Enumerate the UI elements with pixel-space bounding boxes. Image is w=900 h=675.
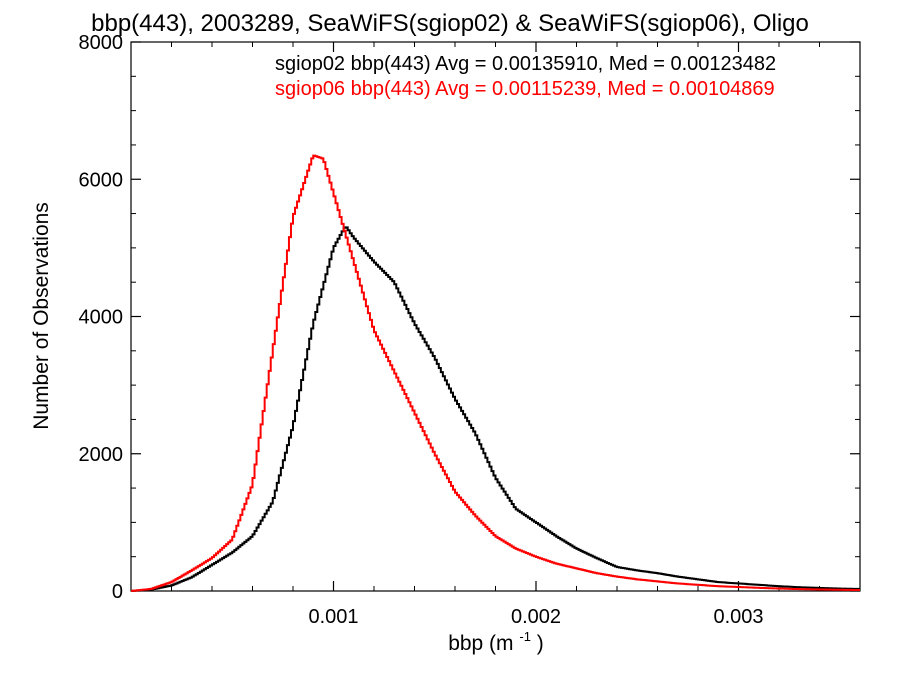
x-axis-label-sup: -1 [519,629,531,644]
series-layer [131,154,860,592]
x-tick-label: 0.002 [511,606,561,628]
series-line-sgiop06 [131,154,860,592]
y-tick-label: 6000 [79,169,124,191]
y-tick-label: 2000 [79,444,124,466]
y-tick-label: 4000 [79,307,124,329]
legend-entry-sgiop06: sgiop06 bbp(443) Avg = 0.00115239, Med =… [275,78,775,100]
x-axis-label-close: ) [537,632,544,655]
x-tick-label: 0.003 [713,606,763,628]
plot-frame [130,41,861,592]
x-axis-label-main: bbp (m [448,632,513,655]
x-axis-label: bbp (m -1 ) [448,623,544,655]
y-axis-label: Number of Observations [30,202,53,430]
legend-entry-sgiop02: sgiop02 bbp(443) Avg = 0.00135910, Med =… [275,53,776,75]
chart-title: bbp(443), 2003289, SeaWiFS(sgiop02) & Se… [91,10,809,37]
x-axis-ticks: 0.001 0.002 0.003 [171,42,820,628]
x-tick-label: 0.001 [308,606,358,628]
y-tick-label: 8000 [79,32,124,54]
y-axis-ticks: 0 2000 4000 6000 8000 [79,32,860,603]
series-line-sgiop02 [131,226,860,592]
y-tick-label: 0 [112,581,123,603]
